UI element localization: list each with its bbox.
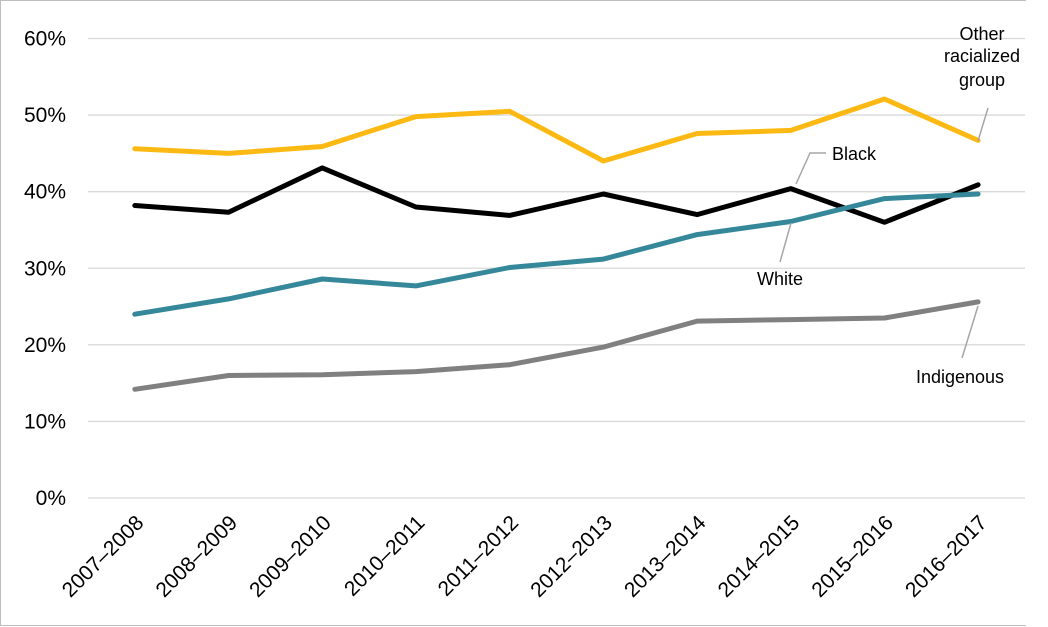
- x-tick-label: 2015–2016: [807, 511, 898, 602]
- x-tick-label: 2009–2010: [245, 511, 336, 602]
- x-tick-label: 2013–2014: [620, 511, 711, 602]
- y-tick-label: 10%: [24, 410, 66, 433]
- chart-frame: [0, 0, 1026, 626]
- series-label: Black: [832, 144, 877, 164]
- leader-line: [977, 107, 989, 142]
- leader-line: [779, 222, 792, 263]
- x-tick-label: 2014–2015: [714, 511, 805, 602]
- y-tick-label: 30%: [24, 257, 66, 280]
- y-tick-label: 20%: [24, 334, 66, 357]
- series-line-0: [132, 96, 981, 164]
- y-tick-label: 40%: [24, 181, 66, 204]
- leader-line: [961, 305, 979, 359]
- x-tick-label: 2008–2009: [151, 511, 242, 602]
- series-label: White: [757, 269, 803, 289]
- series-line-2: [132, 191, 981, 317]
- y-tick-label: 50%: [24, 104, 66, 127]
- series-label: racialized: [944, 46, 1020, 66]
- y-tick-label: 0%: [36, 487, 66, 510]
- leader-line: [795, 152, 826, 185]
- x-tick-label: 2007–2008: [58, 511, 149, 602]
- series-label: Indigenous: [916, 367, 1004, 387]
- x-tick-label: 2010–2011: [340, 511, 429, 600]
- x-tick-label: 2011–2012: [434, 511, 523, 600]
- x-tick-label: 2012–2013: [526, 511, 617, 602]
- series-label: group: [959, 70, 1005, 90]
- series-label: Other: [959, 24, 1004, 44]
- series-line-1: [132, 165, 981, 225]
- x-tick-label: 2016–2017: [901, 511, 992, 602]
- series-line-3: [132, 299, 981, 392]
- y-tick-label: 60%: [24, 28, 66, 51]
